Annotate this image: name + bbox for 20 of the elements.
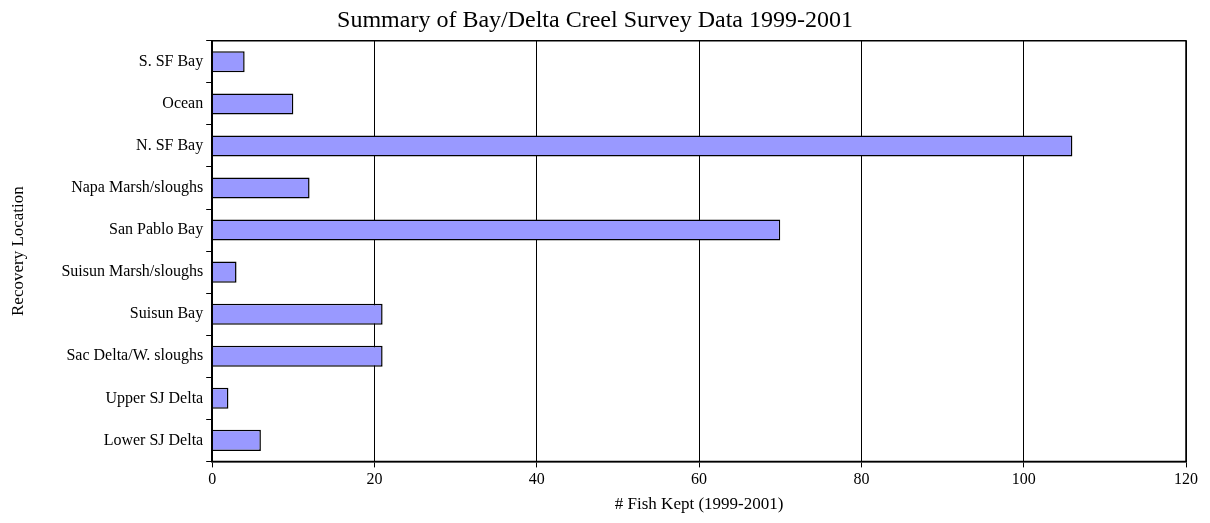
y-tick-label: N. SF Bay [136, 136, 204, 155]
x-tick-label: 60 [691, 470, 708, 488]
y-axis-title: Recovery Location [7, 185, 27, 317]
x-tick-label: 40 [528, 470, 545, 488]
chart-title: Summary of Bay/Delta Creel Survey Data 1999-2001 [337, 5, 853, 32]
y-tick-label: Lower SJ Delta [103, 430, 204, 448]
y-tick-label: Ocean [162, 94, 204, 112]
y-tick-label: San Pablo Bay [108, 220, 204, 239]
x-tick-label: 120 [1174, 470, 1198, 488]
y-tick-label: Suisun Bay [129, 304, 204, 323]
x-tick-label: 80 [853, 470, 870, 488]
x-axis-title: # Fish Kept (1999-2001) [614, 494, 784, 514]
y-tick-label: Upper SJ Delta [105, 388, 204, 407]
y-tick-label: S. SF Bay [138, 52, 204, 71]
x-tick-label: 0 [208, 470, 217, 488]
y-tick-label: Suisun Marsh/sloughs [61, 262, 204, 281]
y-tick-label: Napa Marsh/sloughs [71, 178, 204, 197]
y-tick-label: Sac Delta/W. sloughs [66, 346, 204, 365]
x-tick-label: 20 [366, 470, 383, 488]
x-tick-label: 100 [1011, 470, 1036, 488]
